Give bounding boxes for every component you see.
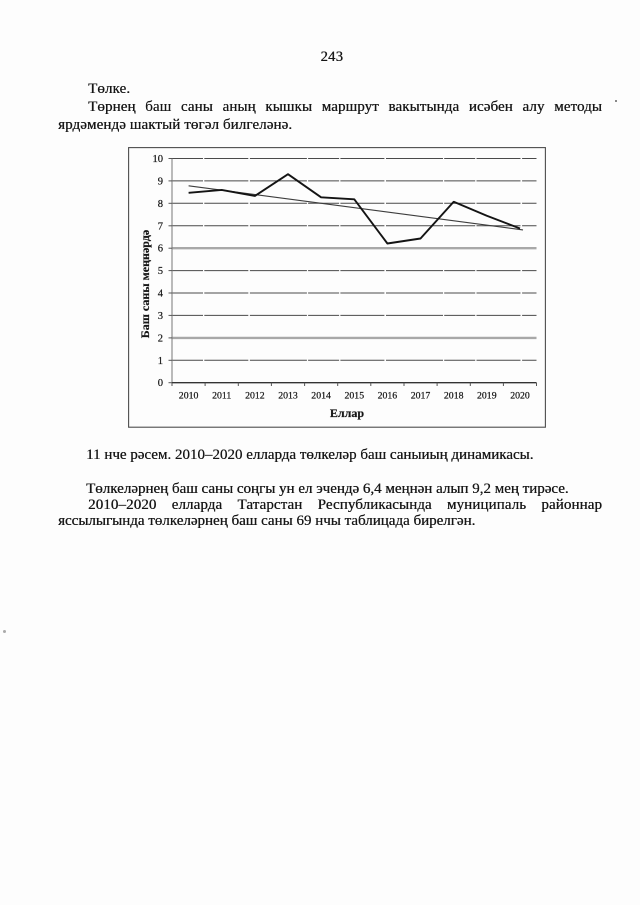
svg-text:9: 9 — [158, 176, 163, 187]
svg-text:0: 0 — [158, 378, 163, 389]
svg-text:2012: 2012 — [245, 391, 265, 402]
svg-text:2014: 2014 — [311, 391, 331, 402]
svg-text:3: 3 — [158, 311, 163, 322]
svg-text:4: 4 — [158, 289, 164, 300]
svg-text:2: 2 — [158, 333, 163, 344]
svg-text:2019: 2019 — [477, 391, 497, 402]
svg-text:7: 7 — [158, 221, 163, 232]
svg-text:Баш саны меңнәрдә: Баш саны меңнәрдә — [138, 230, 152, 338]
svg-text:6: 6 — [158, 244, 163, 255]
svg-text:2013: 2013 — [278, 391, 298, 402]
svg-text:2018: 2018 — [444, 391, 464, 402]
svg-text:2016: 2016 — [378, 391, 398, 402]
svg-text:2010: 2010 — [179, 391, 199, 402]
svg-text:2015: 2015 — [345, 391, 365, 402]
svg-text:5: 5 — [158, 266, 163, 277]
svg-text:2011: 2011 — [212, 391, 231, 402]
svg-text:1: 1 — [158, 356, 163, 367]
svg-text:Еллар: Еллар — [330, 406, 364, 420]
svg-text:8: 8 — [158, 199, 163, 210]
svg-text:10: 10 — [153, 154, 164, 165]
svg-text:2020: 2020 — [510, 391, 530, 402]
svg-text:2017: 2017 — [411, 391, 431, 402]
